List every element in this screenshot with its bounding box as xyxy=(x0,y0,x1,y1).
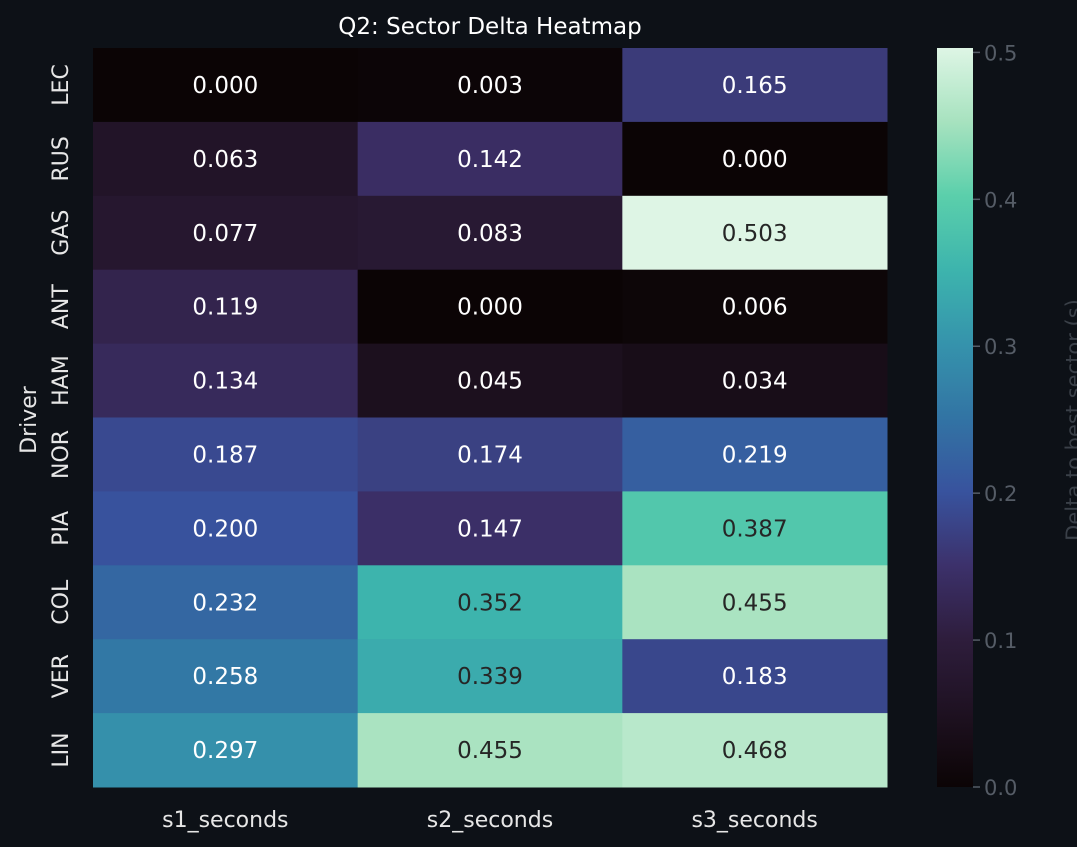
heatmap-cell-label-ham-s1_seconds: 0.134 xyxy=(192,369,258,395)
heatmap-cell-rus-s2_seconds xyxy=(357,121,623,197)
heatmap-cell-label-nor-s1_seconds: 0.187 xyxy=(192,442,258,468)
y-axis-ticks: LEC RUS GAS ANT HAM NOR PIA COL VER LIN xyxy=(49,64,74,767)
y-tick-label-lec: LEC xyxy=(49,64,74,106)
heatmap-cell-nor-s2_seconds xyxy=(357,417,623,492)
heatmap-cell-pia-s3_seconds xyxy=(622,491,888,566)
heatmap-cell-gas-s3_seconds xyxy=(622,195,888,271)
heatmap-cell-label-pia-s3_seconds: 0.387 xyxy=(722,516,788,542)
heatmap-cell-label-lec-s2_seconds: 0.003 xyxy=(457,73,523,99)
heatmap-cell-label-col-s1_seconds: 0.232 xyxy=(192,590,258,616)
heatmap-cell-label-ver-s1_seconds: 0.258 xyxy=(192,664,258,690)
heatmap-cell-label-col-s2_seconds: 0.352 xyxy=(457,590,523,616)
heatmap-cell-label-ant-s2_seconds: 0.000 xyxy=(457,295,523,321)
heatmap-cell-label-rus-s1_seconds: 0.063 xyxy=(192,147,258,173)
heatmap-cell-gas-s2_seconds xyxy=(357,195,623,271)
heatmap-cell-lin-s1_seconds xyxy=(93,713,359,788)
heatmap-cell-ant-s2_seconds xyxy=(357,269,623,345)
heatmap-cell-nor-s1_seconds xyxy=(93,417,359,492)
heatmap-cell-label-ham-s2_seconds: 0.045 xyxy=(457,369,523,395)
heatmap-cell-label-rus-s2_seconds: 0.142 xyxy=(457,147,523,173)
heatmap-cell-label-pia-s1_seconds: 0.200 xyxy=(192,516,258,542)
heatmap-cell-label-col-s3_seconds: 0.455 xyxy=(722,590,788,616)
heatmap-cell-rus-s3_seconds xyxy=(622,121,888,197)
heatmap-cell-label-ant-s3_seconds: 0.006 xyxy=(722,295,788,321)
chart-title: Q2: Sector Delta Heatmap xyxy=(338,14,641,40)
heatmap-cell-col-s2_seconds xyxy=(357,565,623,640)
heatmap-cell-pia-s1_seconds xyxy=(93,491,359,566)
heatmap-cell-label-lin-s3_seconds: 0.468 xyxy=(722,738,788,764)
heatmap-cell-nor-s3_seconds xyxy=(622,417,888,492)
heatmap-cell-lec-s2_seconds xyxy=(357,48,623,123)
heatmap-cell-label-gas-s1_seconds: 0.077 xyxy=(192,221,258,247)
colorbar-tick-label-1: 0.1 xyxy=(984,629,1017,653)
heatmap-cell-label-lin-s2_seconds: 0.455 xyxy=(457,738,523,764)
heatmap-cell-label-lec-s1_seconds: 0.000 xyxy=(192,73,258,99)
heatmap-cell-ant-s3_seconds xyxy=(622,269,888,345)
heatmap-cell-rus-s1_seconds xyxy=(93,121,359,197)
colorbar xyxy=(937,48,973,787)
colorbar-tick-label-3: 0.3 xyxy=(984,335,1017,359)
heatmap-cell-label-lin-s1_seconds: 0.297 xyxy=(192,738,258,764)
heatmap-cell-pia-s2_seconds xyxy=(357,491,623,566)
heatmap-cell-label-ver-s2_seconds: 0.339 xyxy=(457,664,523,690)
heatmap-cell-ham-s3_seconds xyxy=(622,343,888,418)
y-tick-label-gas: GAS xyxy=(49,210,74,256)
heatmap-cell-ver-s1_seconds xyxy=(93,639,359,714)
heatmap-cell-ham-s2_seconds xyxy=(357,343,623,418)
colorbar-tick-label-0: 0.0 xyxy=(984,776,1017,800)
heatmap-cell-label-nor-s3_seconds: 0.219 xyxy=(722,442,788,468)
heatmap-cells xyxy=(93,48,888,788)
y-tick-label-lin: LIN xyxy=(49,732,74,767)
heatmap-cell-label-ver-s3_seconds: 0.183 xyxy=(722,664,788,690)
y-axis-label: Driver xyxy=(17,385,42,454)
x-tick-label-s3_seconds: s3_seconds xyxy=(691,808,817,833)
colorbar-label: Delta to best sector (s) xyxy=(1062,299,1077,541)
heatmap-cell-gas-s1_seconds xyxy=(93,195,359,271)
heatmap-cell-col-s1_seconds xyxy=(93,565,359,640)
heatmap-cell-lin-s3_seconds xyxy=(622,713,888,788)
heatmap-cell-ham-s1_seconds xyxy=(93,343,359,418)
y-tick-label-ant: ANT xyxy=(49,284,74,330)
colorbar-tick-label-5: 0.5 xyxy=(984,41,1017,65)
heatmap-cell-label-gas-s2_seconds: 0.083 xyxy=(457,221,523,247)
heatmap-cell-labels: 0.000 0.003 0.165 0.063 0.142 0.000 0.077 0.083… xyxy=(192,73,787,764)
heatmap-cell-ant-s1_seconds xyxy=(93,269,359,345)
heatmap-cell-lec-s3_seconds xyxy=(622,48,888,123)
heatmap-cell-label-lec-s3_seconds: 0.165 xyxy=(722,73,788,99)
heatmap-cell-label-pia-s2_seconds: 0.147 xyxy=(457,516,523,542)
heatmap-cell-label-gas-s3_seconds: 0.503 xyxy=(722,221,788,247)
y-tick-label-pia: PIA xyxy=(49,511,74,546)
x-axis-ticks: s1_seconds s2_seconds s3_seconds xyxy=(162,808,818,833)
heatmap-cell-label-ham-s3_seconds: 0.034 xyxy=(722,369,788,395)
heatmap-cell-label-ant-s1_seconds: 0.119 xyxy=(192,295,258,321)
heatmap-cell-lec-s1_seconds xyxy=(93,48,359,123)
heatmap-cell-lin-s2_seconds xyxy=(357,713,623,788)
heatmap-cell-label-nor-s2_seconds: 0.174 xyxy=(457,442,523,468)
x-tick-label-s2_seconds: s2_seconds xyxy=(427,808,553,833)
y-tick-label-ham: HAM xyxy=(49,355,74,406)
colorbar-tick-label-2: 0.2 xyxy=(984,482,1017,506)
heatmap-cell-ver-s2_seconds xyxy=(357,639,623,714)
heatmap-cell-label-rus-s3_seconds: 0.000 xyxy=(722,147,788,173)
colorbar-tick-label-4: 0.4 xyxy=(984,188,1017,212)
x-tick-label-s1_seconds: s1_seconds xyxy=(162,808,288,833)
y-tick-label-rus: RUS xyxy=(49,136,74,181)
y-tick-label-nor: NOR xyxy=(49,430,74,479)
heatmap-cell-col-s3_seconds xyxy=(622,565,888,640)
y-tick-label-ver: VER xyxy=(49,654,74,698)
heatmap-cell-ver-s3_seconds xyxy=(622,639,888,714)
y-tick-label-col: COL xyxy=(49,579,74,625)
colorbar-ticks: 0.0 0.1 0.2 0.3 0.4 0.5 xyxy=(973,41,1017,800)
